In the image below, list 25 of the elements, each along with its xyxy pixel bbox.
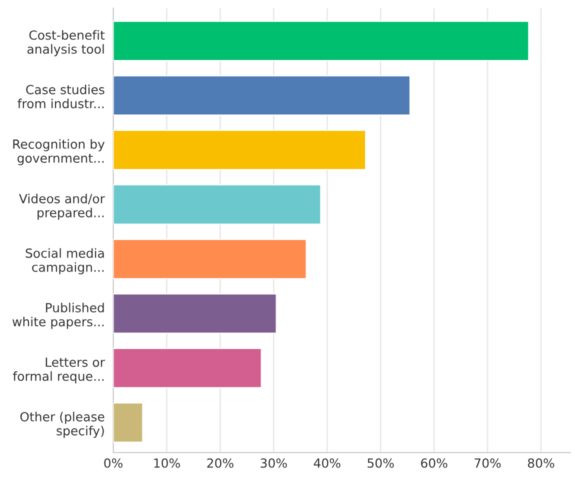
bar [113, 75, 411, 116]
x-tick-label: 40% [314, 458, 340, 468]
x-tick-label: 70% [474, 458, 501, 468]
y-tick-label: Recognition by government... [13, 139, 105, 166]
x-tick-label: 10% [154, 458, 180, 468]
x-tick-label: 30% [260, 458, 287, 468]
y-tick-label: Case studies from industr... [18, 84, 104, 108]
y-tick-label: Other (please specify) [20, 412, 104, 438]
bar [113, 130, 366, 170]
bar [113, 20, 530, 62]
bar [113, 184, 322, 225]
bar [113, 402, 144, 443]
y-tick-label: Letters or formal reque... [12, 358, 105, 384]
y-tick-label: Social media campaign... [26, 248, 104, 274]
x-tick-label: 20% [207, 458, 234, 468]
x-tick-label: 50% [368, 458, 394, 468]
bar [113, 348, 262, 388]
y-tick-label: Cost-benefit analysis tool [27, 30, 105, 56]
y-tick-label: Published white papers... [12, 302, 104, 329]
x-tick-label: 0% [104, 458, 122, 468]
x-tick-label: 60% [421, 458, 448, 468]
bar [113, 293, 277, 334]
bar [113, 238, 307, 280]
y-tick-label: Videos and/or prepared... [19, 194, 105, 220]
x-tick-label: 80% [528, 458, 554, 468]
